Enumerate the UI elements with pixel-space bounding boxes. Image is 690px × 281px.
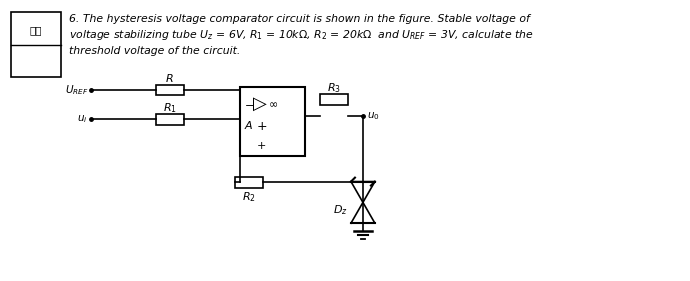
Text: A: A	[244, 121, 252, 131]
Text: $U_{REF}$: $U_{REF}$	[65, 84, 88, 98]
Bar	[320, 94, 348, 105]
Text: $\triangleright$: $\triangleright$	[253, 95, 268, 113]
Text: +: +	[257, 141, 266, 151]
Text: $-$: $-$	[244, 99, 255, 109]
Text: R: R	[166, 74, 174, 84]
Text: $R_3$: $R_3$	[327, 81, 341, 96]
Text: $R_2$: $R_2$	[242, 191, 256, 204]
Text: 得分: 得分	[30, 25, 43, 35]
Bar	[156, 85, 184, 96]
Text: voltage stabilizing tube $U_z$ = 6V, $R_1$ = 10k$\Omega$, $R_2$ = 20k$\Omega$  a: voltage stabilizing tube $U_z$ = 6V, $R_…	[69, 28, 533, 42]
Bar	[235, 177, 264, 187]
Text: $\infty$: $\infty$	[268, 99, 278, 109]
Text: threshold voltage of the circuit.: threshold voltage of the circuit.	[69, 46, 241, 56]
Text: $u_i$: $u_i$	[77, 113, 88, 125]
Bar	[11, 12, 61, 77]
Text: +: +	[257, 120, 267, 133]
Bar	[240, 87, 305, 156]
Text: $u_0$: $u_0$	[367, 110, 380, 122]
Bar	[156, 114, 184, 125]
Text: 6. The hysteresis voltage comparator circuit is shown in the figure. Stable volt: 6. The hysteresis voltage comparator cir…	[69, 14, 530, 24]
Text: $D_z$: $D_z$	[333, 203, 348, 217]
Text: $R_1$: $R_1$	[163, 101, 177, 115]
